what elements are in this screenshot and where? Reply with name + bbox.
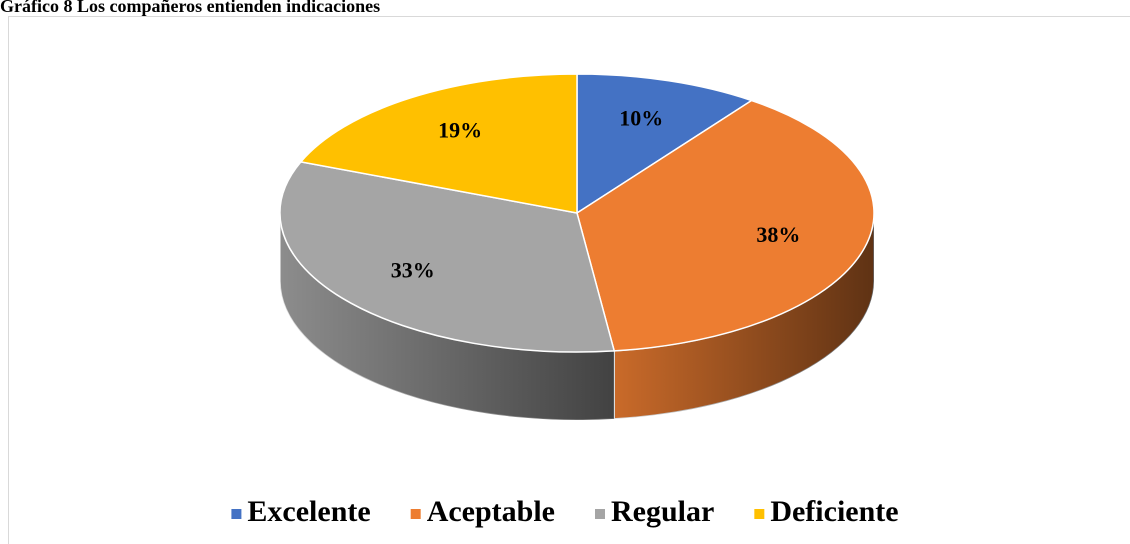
chart-title: Gráfico 8 Los compañeros entienden indic… xyxy=(0,0,380,16)
data-label: 38% xyxy=(756,222,800,247)
legend-swatch xyxy=(754,509,765,519)
legend-swatch xyxy=(410,509,421,519)
pie-slice xyxy=(279,161,616,353)
data-label: 10% xyxy=(619,106,663,131)
legend-label: Aceptable xyxy=(427,495,555,528)
pie-side-shade xyxy=(614,213,874,419)
pie-slice xyxy=(576,99,875,352)
legend-label: Excelente xyxy=(247,495,370,528)
legend-label: Regular xyxy=(611,495,714,528)
legend-swatch xyxy=(231,509,242,519)
legend-swatch xyxy=(595,509,605,519)
data-label: 19% xyxy=(438,118,482,143)
pie-slice xyxy=(299,73,578,214)
legend-label: Deficiente xyxy=(770,495,898,528)
data-label: 33% xyxy=(391,258,435,283)
pie-slice xyxy=(576,73,754,215)
pie-side-shade xyxy=(280,213,615,420)
